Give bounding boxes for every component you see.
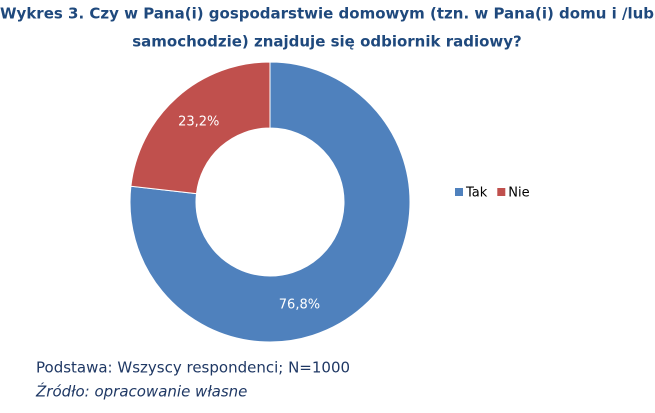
data-label: 76,8%	[279, 297, 320, 312]
chart-title: Wykres 3. Czy w Pana(i) gospodarstwie do…	[0, 5, 654, 23]
footnote: Podstawa: Wszyscy respondenci; N=1000	[36, 359, 350, 377]
data-label: 23,2%	[178, 115, 219, 130]
legend-swatch	[497, 188, 506, 196]
chart-title: samochodzie) znajduje się odbiornik radi…	[132, 33, 522, 51]
legend-swatch	[455, 188, 463, 196]
donut-slice	[130, 61, 271, 195]
legend-label: Tak	[465, 186, 488, 201]
donut-slice	[129, 61, 411, 343]
footnote: Źródło: opracowanie własne	[35, 382, 247, 401]
legend-label: Nie	[508, 186, 529, 201]
